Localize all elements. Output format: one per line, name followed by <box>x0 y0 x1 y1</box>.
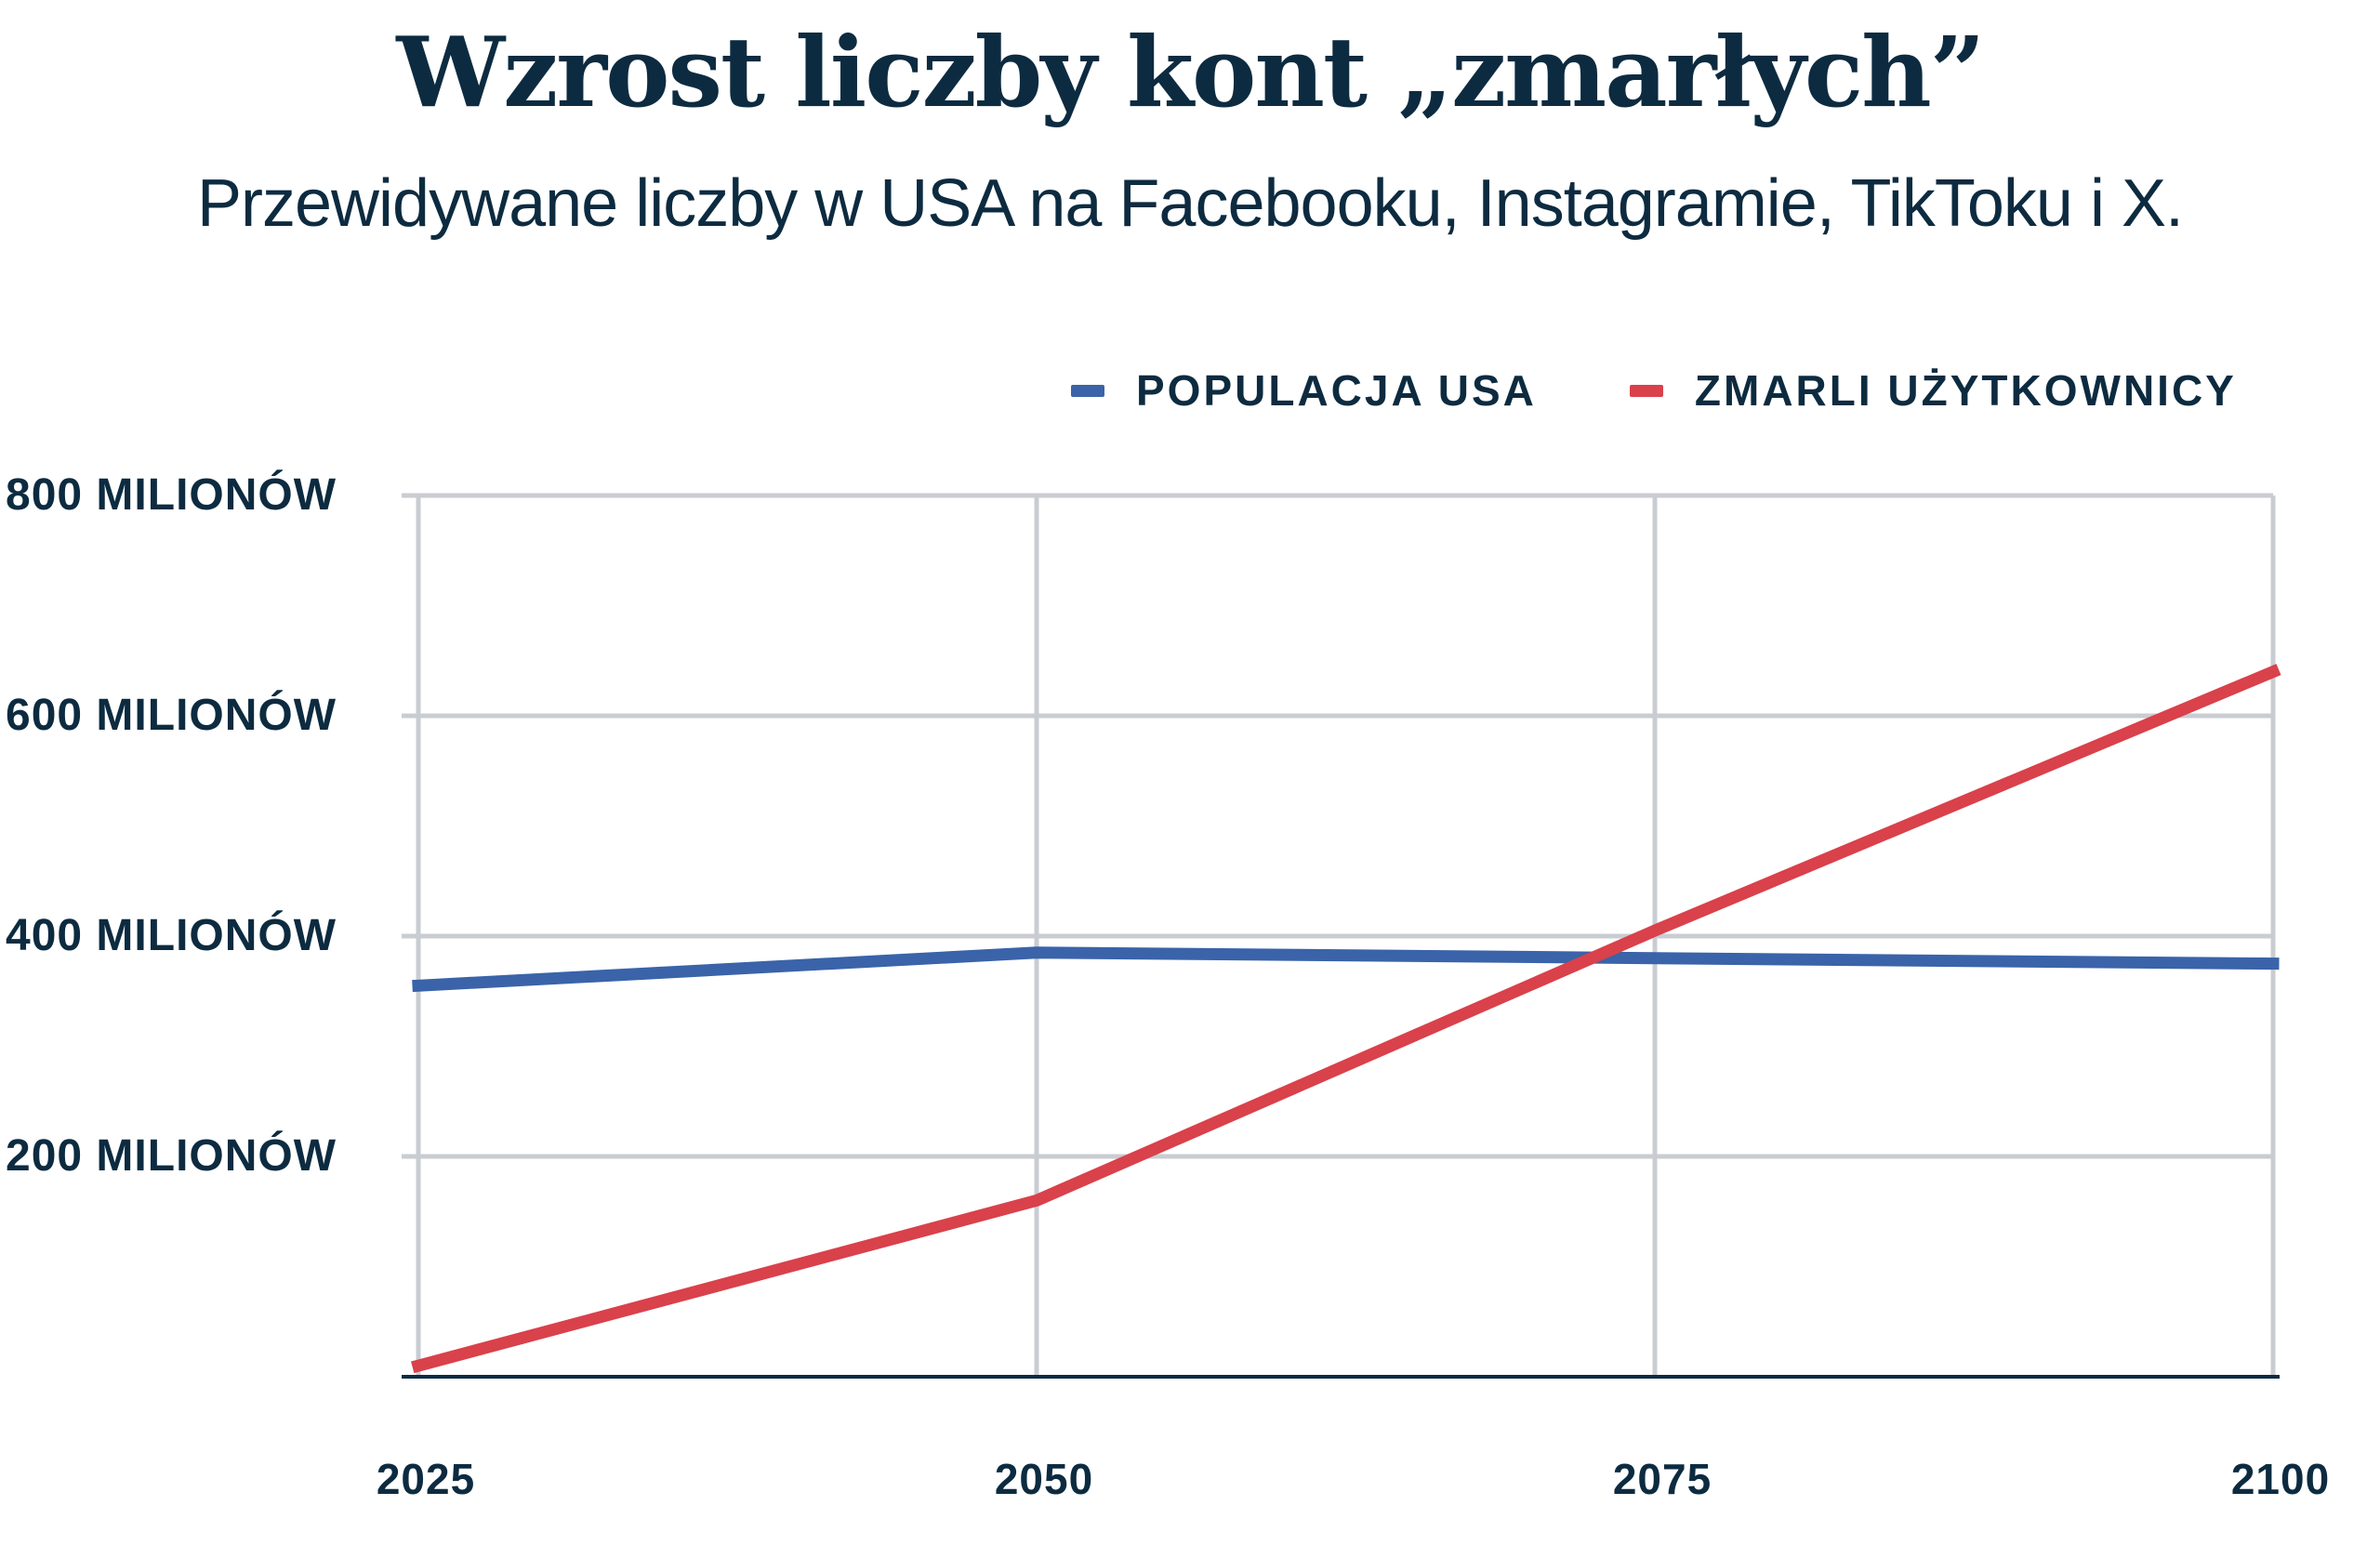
x-tick-label: 2100 <box>2230 1455 2331 1503</box>
y-tick-label: 600 MILIONÓW <box>6 691 337 740</box>
chart-subtitle: Przewidywane liczby w USA na Facebooku, … <box>197 166 2184 241</box>
y-tick-label: 800 MILIONÓW <box>6 470 337 520</box>
legend-swatch-populacja-usa-icon <box>1071 384 1104 397</box>
x-tick-label: 2050 <box>994 1455 1094 1503</box>
y-tick-label: 200 MILIONÓW <box>6 1131 337 1181</box>
x-tick-label: 2025 <box>376 1455 476 1503</box>
chart-title: Wzrost liczby kont „zmarłych” <box>396 15 1985 129</box>
y-tick-label: 400 MILIONÓW <box>6 911 337 960</box>
legend-label-populacja-usa: POPULACJA USA <box>1136 366 1537 415</box>
series-line-populacja-usa <box>412 946 2280 993</box>
legend-item-populacja-usa: POPULACJA USA <box>1071 365 1537 416</box>
legend-item-zmarli-uzytkownicy: ZMARLI UŻYTKOWNICY <box>1629 365 2237 416</box>
legend-label-zmarli-uzytkownicy: ZMARLI UŻYTKOWNICY <box>1694 366 2237 415</box>
legend: POPULACJA USA ZMARLI UŻYTKOWNICY <box>1071 365 2237 416</box>
legend-swatch-zmarli-uzytkownicy-icon <box>1629 384 1663 397</box>
x-tick-label: 2075 <box>1612 1455 1712 1503</box>
series-line-zmarli-u-ytkownicy <box>411 664 2281 1374</box>
